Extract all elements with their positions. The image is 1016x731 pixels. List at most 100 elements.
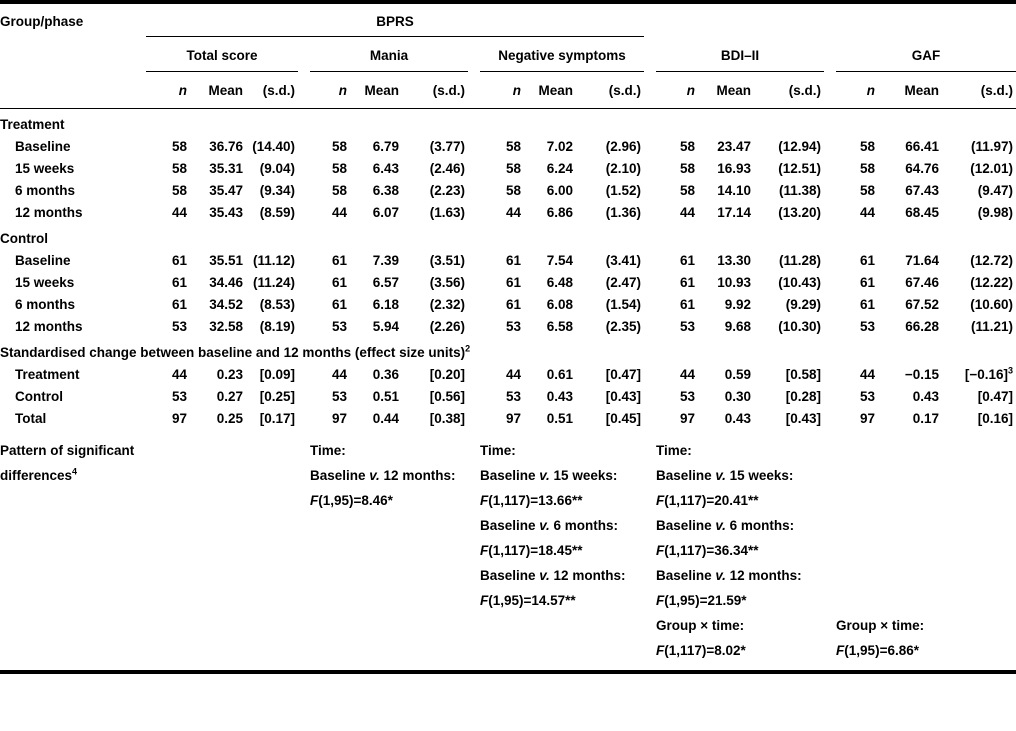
value-cell: 58 xyxy=(331,161,347,176)
notes-cell: Group × time: F(1,95)=6.86* xyxy=(836,429,1016,672)
value-cell: (3.51) xyxy=(429,253,465,268)
value-cell: 71.64 xyxy=(905,253,940,268)
value-cell: [0.17] xyxy=(259,411,295,426)
value-cell: 44 xyxy=(171,205,187,220)
section-label: Control xyxy=(0,231,48,246)
value-cell: 58 xyxy=(505,139,521,154)
value-cell: 0.51 xyxy=(372,389,399,404)
value-cell: 66.41 xyxy=(905,139,940,154)
value-cell: 61 xyxy=(860,253,876,268)
note-line: Baseline v. 12 months: xyxy=(656,568,802,583)
value-cell: 53 xyxy=(860,319,876,334)
value-cell: 61 xyxy=(171,297,187,312)
section-header-row: Treatment xyxy=(0,109,1016,136)
value-cell: (2.96) xyxy=(605,139,642,154)
value-cell: 36.76 xyxy=(209,139,243,154)
value-cell: 0.30 xyxy=(724,389,752,404)
value-cell: (1.63) xyxy=(429,205,465,220)
value-cell: (2.46) xyxy=(429,161,465,176)
value-cell: 23.47 xyxy=(717,139,752,154)
value-cell: (1.54) xyxy=(605,297,642,312)
value-cell: [0.43] xyxy=(605,389,642,404)
value-cell: 6.57 xyxy=(372,275,399,290)
value-cell: (2.32) xyxy=(429,297,465,312)
note-line: F(1,95)=6.86* xyxy=(836,643,919,658)
data-row: Control 53 0.27 [0.25] 53 0.51 [0.56] 53 0.43 [0.… xyxy=(0,385,1016,407)
column-gap xyxy=(824,249,836,271)
value-cell: 0.17 xyxy=(912,411,940,426)
column-gap xyxy=(298,37,310,72)
data-row: Baseline 58 36.76 (14.40) 58 6.79 (3.77) 58 7.02… xyxy=(0,135,1016,157)
value-cell: 0.43 xyxy=(912,389,940,404)
column-gap xyxy=(644,271,656,293)
column-gap xyxy=(298,135,310,157)
value-cell: [0.58] xyxy=(785,367,822,382)
value-cell: 44 xyxy=(860,367,876,382)
row-label: Baseline xyxy=(15,139,71,154)
value-cell: 58 xyxy=(860,183,876,198)
value-cell: 13.30 xyxy=(717,253,752,268)
column-gap xyxy=(824,157,836,179)
notes-row: Pattern of significant differences4 Time:… xyxy=(0,429,1016,672)
value-cell: 6.38 xyxy=(372,183,399,198)
value-cell: −0.15 xyxy=(904,367,940,382)
column-gap xyxy=(824,407,836,429)
value-cell: 0.44 xyxy=(372,411,399,426)
note-line: F(1,95)=8.46* xyxy=(310,493,393,508)
value-cell: 0.59 xyxy=(724,367,752,382)
data-row: Treatment 44 0.23 [0.09] 44 0.36 [0.20] 44 0.61 [… xyxy=(0,363,1016,385)
column-gap xyxy=(298,363,310,385)
section-label: Treatment xyxy=(0,117,65,132)
value-cell: (1.36) xyxy=(605,205,642,220)
data-row: 12 months 44 35.43 (8.59) 44 6.07 (1.63) 44 6.86… xyxy=(0,201,1016,223)
group-header-gaf: GAF xyxy=(836,36,1016,72)
column-gap xyxy=(824,271,836,293)
column-gap xyxy=(644,407,656,429)
row-label: 6 months xyxy=(15,297,76,312)
value-cell: (11.12) xyxy=(252,253,295,268)
column-gap xyxy=(468,407,480,429)
value-cell: 44 xyxy=(331,367,347,382)
value-cell: [0.25] xyxy=(259,389,295,404)
value-cell: [0.38] xyxy=(429,411,465,426)
value-cell: (10.60) xyxy=(970,297,1014,312)
value-cell: 32.58 xyxy=(209,319,243,334)
value-cell: 6.58 xyxy=(546,319,573,334)
col-header-mean: Mean xyxy=(190,71,246,109)
value-cell: 9.68 xyxy=(724,319,752,334)
value-cell: (11.28) xyxy=(779,253,822,268)
value-cell: 61 xyxy=(860,275,876,290)
value-cell: 58 xyxy=(171,161,187,176)
value-cell: 6.24 xyxy=(546,161,573,176)
column-gap xyxy=(298,293,310,315)
value-cell: 35.47 xyxy=(209,183,243,198)
value-cell: 61 xyxy=(505,297,521,312)
column-gap xyxy=(298,315,310,337)
data-row: 6 months 61 34.52 (8.53) 61 6.18 (2.32) 61 6.08 (… xyxy=(0,293,1016,315)
value-cell: 44 xyxy=(680,205,696,220)
value-cell: 67.43 xyxy=(905,183,940,198)
column-gap xyxy=(824,135,836,157)
note-line: F(1,117)=20.41** xyxy=(656,493,759,508)
column-gap xyxy=(824,429,836,672)
value-cell: (9.98) xyxy=(977,205,1014,220)
value-cell: 6.43 xyxy=(372,161,399,176)
value-cell: 58 xyxy=(680,183,696,198)
column-gap xyxy=(468,385,480,407)
value-cell: (9.34) xyxy=(259,183,295,198)
value-cell: 53 xyxy=(331,319,347,334)
section-header-row: Standardised change between baseline and… xyxy=(0,337,1016,363)
col-header-n: n xyxy=(310,71,350,109)
value-cell: 6.18 xyxy=(372,297,399,312)
column-gap xyxy=(644,201,656,223)
row-label: Total xyxy=(15,411,47,426)
note-line: F(1,117)=8.02* xyxy=(656,643,746,658)
value-cell: 0.36 xyxy=(372,367,399,382)
column-gap xyxy=(644,157,656,179)
column-gap xyxy=(468,249,480,271)
value-cell: [0.16] xyxy=(977,411,1014,426)
column-gap xyxy=(468,429,480,672)
column-gap xyxy=(644,71,657,109)
row-label: Control xyxy=(15,389,63,404)
note-line: F(1,95)=14.57** xyxy=(480,593,576,608)
